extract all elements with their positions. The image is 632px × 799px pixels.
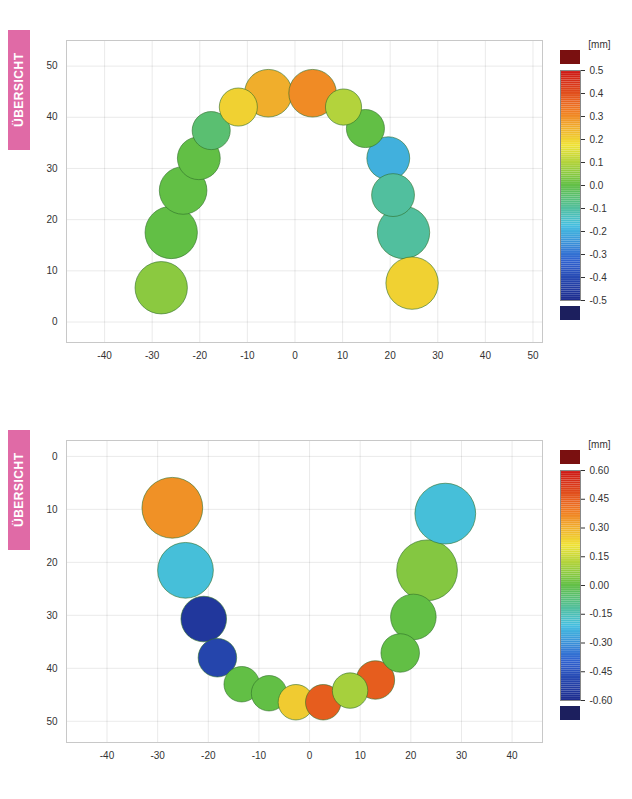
svg-text:-0.15: -0.15	[590, 608, 613, 619]
svg-text:-20: -20	[201, 750, 216, 761]
svg-text:0.0: 0.0	[590, 180, 604, 191]
svg-text:50: 50	[46, 716, 58, 727]
svg-text:-40: -40	[97, 350, 112, 361]
svg-text:[mm]: [mm]	[588, 439, 610, 450]
svg-text:40: 40	[46, 111, 58, 122]
svg-text:-0.3: -0.3	[590, 249, 608, 260]
svg-text:0.4: 0.4	[590, 88, 604, 99]
svg-text:20: 20	[46, 557, 58, 568]
svg-text:-30: -30	[150, 750, 165, 761]
svg-text:-0.5: -0.5	[590, 295, 608, 306]
svg-text:40: 40	[480, 350, 492, 361]
svg-text:0.30: 0.30	[590, 522, 610, 533]
svg-text:-0.1: -0.1	[590, 203, 608, 214]
svg-text:40: 40	[46, 663, 58, 674]
svg-text:-20: -20	[193, 350, 208, 361]
svg-text:0.5: 0.5	[590, 65, 604, 76]
svg-text:20: 20	[405, 750, 417, 761]
svg-text:0.45: 0.45	[590, 493, 610, 504]
svg-text:50: 50	[46, 60, 58, 71]
html-text:ÜBERSICHT: ÜBERSICHT	[12, 452, 26, 528]
svg-text:30: 30	[456, 750, 468, 761]
svg-text:0: 0	[52, 316, 58, 327]
svg-text:40: 40	[507, 750, 519, 761]
svg-text:0: 0	[52, 451, 58, 462]
svg-text:-0.30: -0.30	[590, 637, 613, 648]
svg-text:-0.2: -0.2	[590, 226, 608, 237]
svg-text:10: 10	[337, 350, 349, 361]
svg-text:30: 30	[46, 610, 58, 621]
svg-text:-10: -10	[240, 350, 255, 361]
svg-text:0: 0	[292, 350, 298, 361]
svg-text:-40: -40	[100, 750, 115, 761]
svg-text:20: 20	[46, 214, 58, 225]
svg-text:10: 10	[46, 504, 58, 515]
svg-text:0.00: 0.00	[590, 580, 610, 591]
svg-text:20: 20	[385, 350, 397, 361]
svg-text:0.1: 0.1	[590, 157, 604, 168]
svg-text:30: 30	[432, 350, 444, 361]
html-text:ÜBERSICHT: ÜBERSICHT	[12, 52, 26, 128]
svg-text:0.15: 0.15	[590, 551, 610, 562]
svg-text:0.2: 0.2	[590, 134, 604, 145]
svg-text:-0.4: -0.4	[590, 272, 608, 283]
svg-text:-0.45: -0.45	[590, 666, 613, 677]
svg-text:[mm]: [mm]	[588, 39, 610, 50]
svg-text:10: 10	[46, 265, 58, 276]
svg-text:30: 30	[46, 163, 58, 174]
svg-text:-30: -30	[145, 350, 160, 361]
svg-text:0.3: 0.3	[590, 111, 604, 122]
svg-text:0: 0	[307, 750, 313, 761]
svg-text:0.60: 0.60	[590, 465, 610, 476]
svg-text:50: 50	[527, 350, 539, 361]
svg-text:10: 10	[355, 750, 367, 761]
svg-text:-0.60: -0.60	[590, 695, 613, 706]
svg-text:-10: -10	[252, 750, 267, 761]
